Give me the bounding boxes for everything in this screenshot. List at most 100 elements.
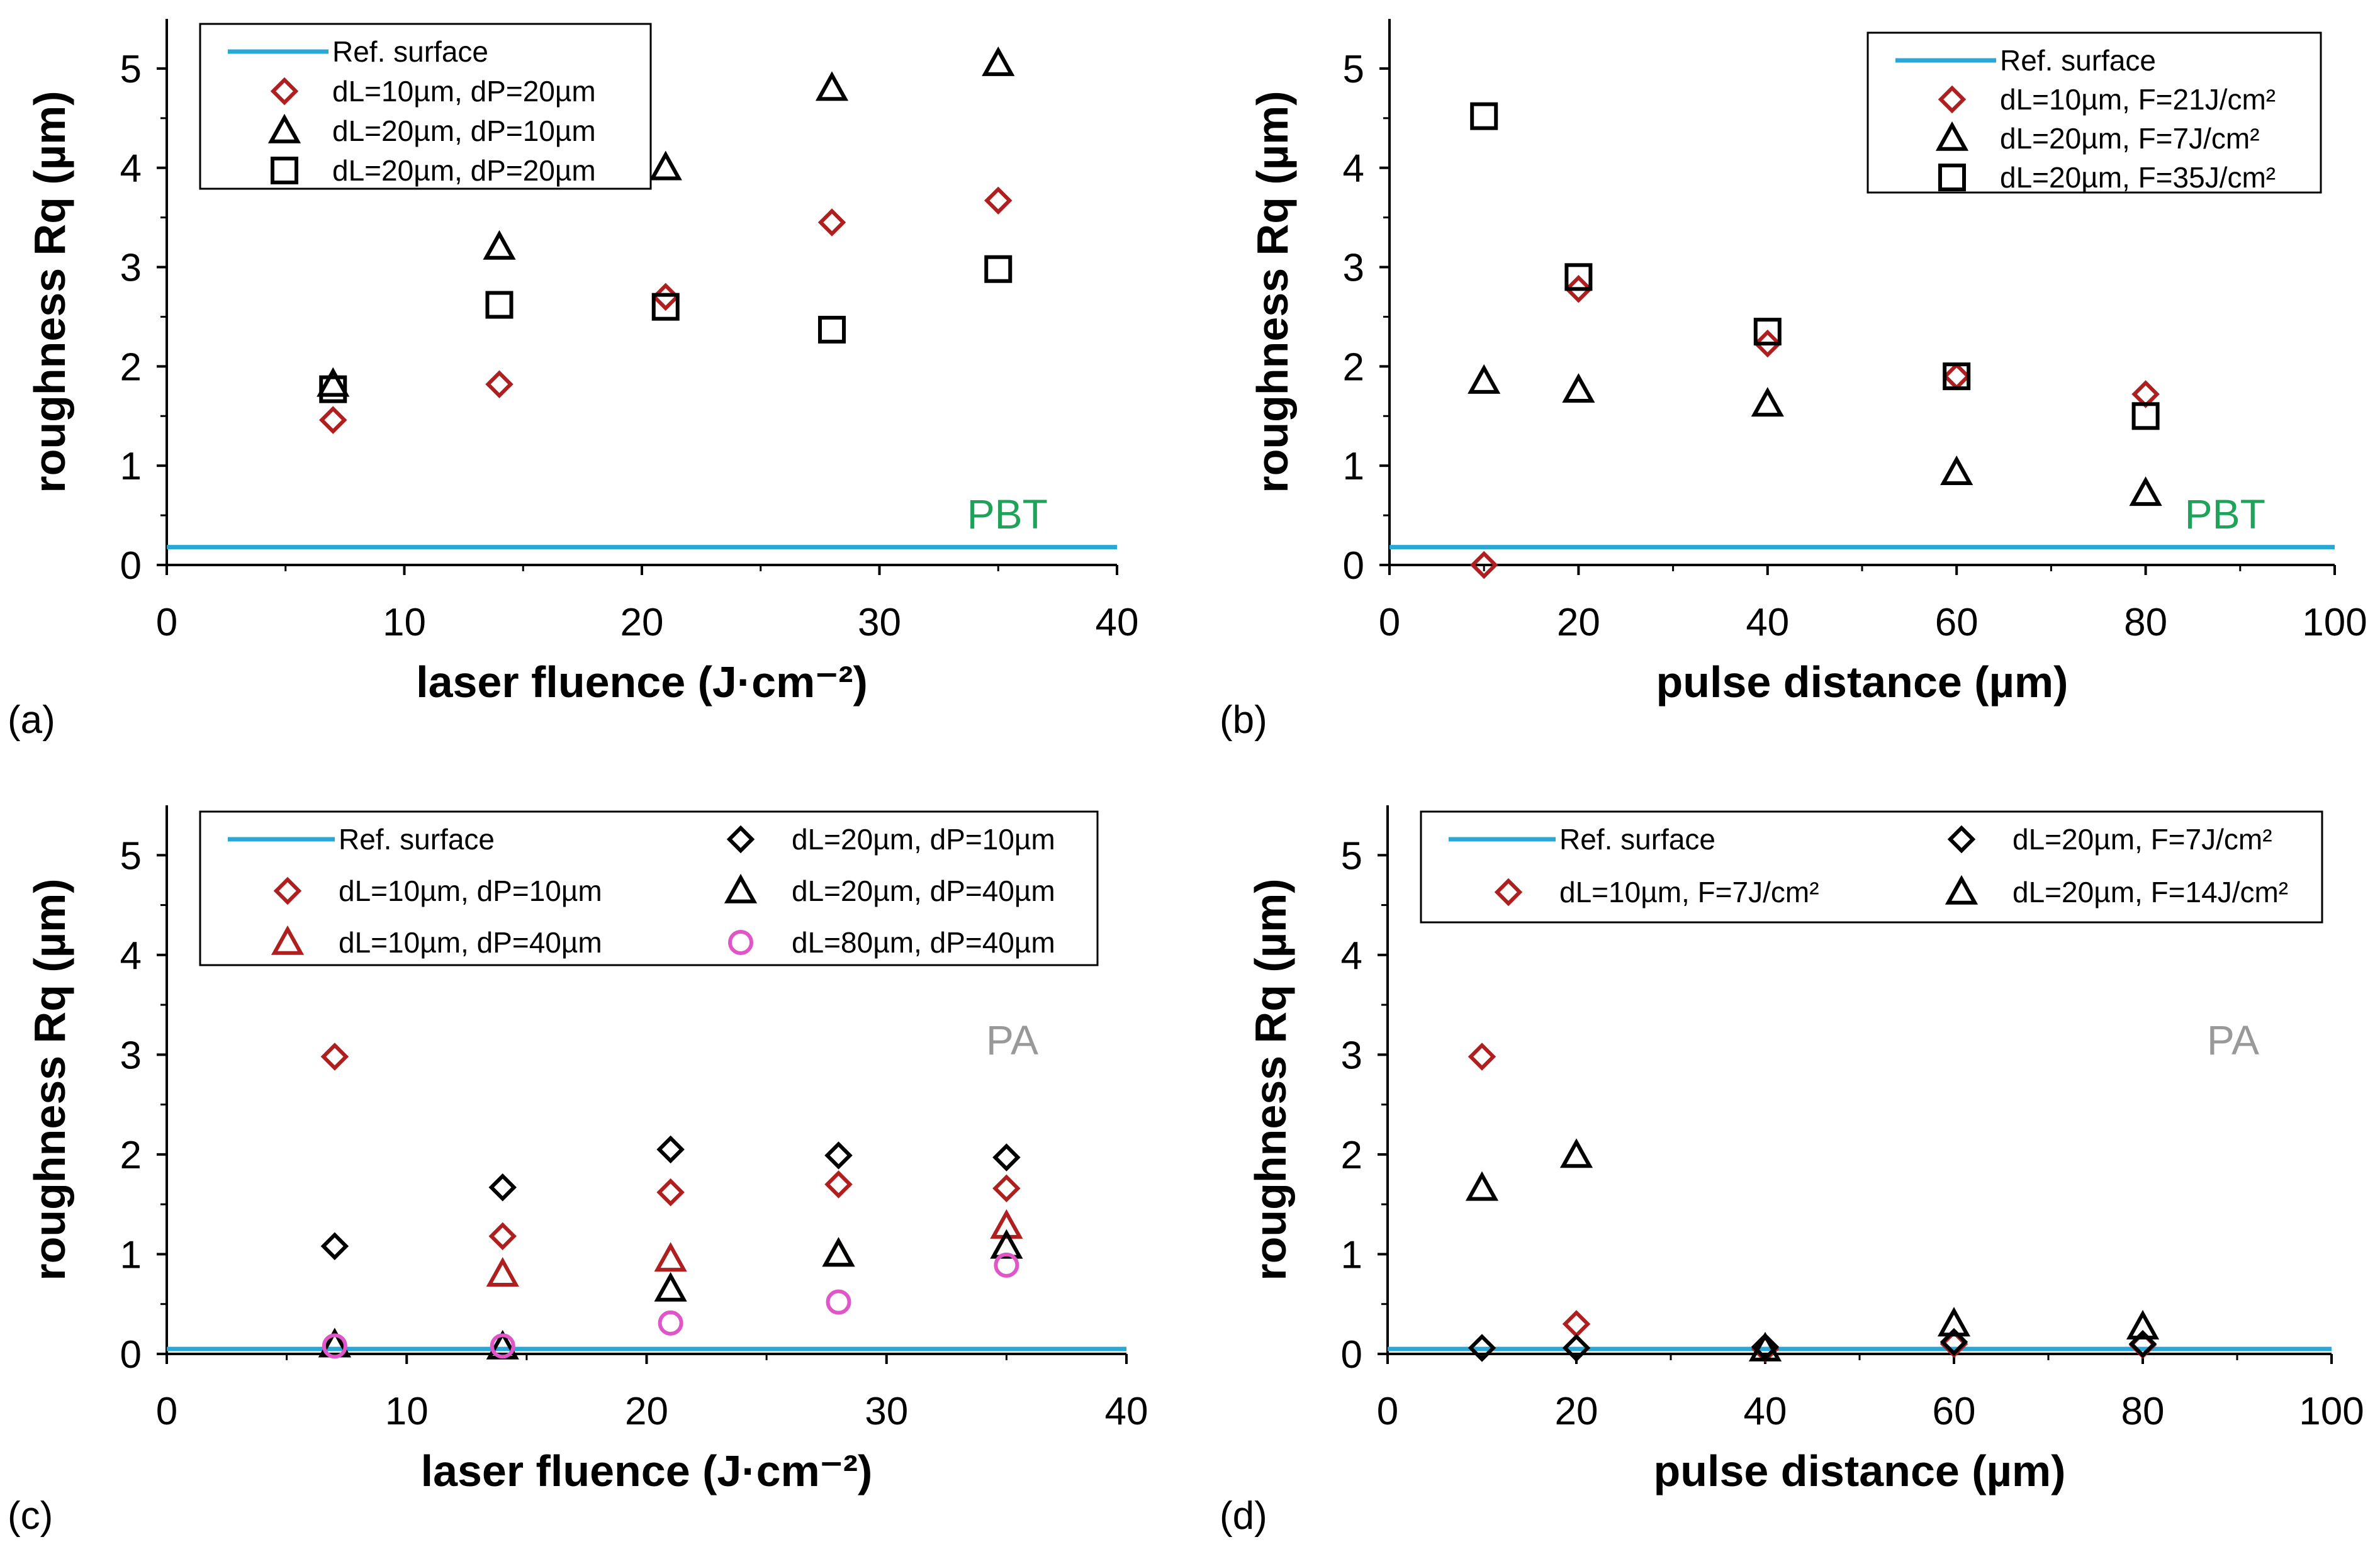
legend-marker [1938,85,1967,114]
data-point [1751,387,1784,417]
y-axis-title: roughness Rq (µm) [1248,91,1297,493]
y-tick-label: 0 [120,1333,142,1377]
legend-label: dL=10µm, dP=10µm [339,875,602,907]
panel-b: 0 1 2 3 4 5 0 20 40 60 80 100 pulse distance (µm) rou… [1220,19,2367,742]
data-point [2129,476,2162,506]
data-point [488,1173,517,1202]
legend-marker [270,77,299,106]
y-axis-title: roughness Rq (µm) [25,91,74,493]
data-point [1940,456,1973,486]
x-axis-title: laser fluence (J·cm⁻²) [416,657,868,707]
y-tick-label: 2 [120,345,142,389]
x-tick-label: 80 [2121,1390,2165,1433]
y-tick-label: 0 [1343,544,1364,588]
data-point [1469,551,1498,579]
legend-label: dL=10µm, F=21J/cm² [2000,83,2276,116]
x-tick-label: 20 [1555,1390,1598,1433]
legend-marker [1945,875,1979,905]
x-axis-title: pulse distance (µm) [1654,1446,2066,1495]
data-point [1465,1171,1499,1201]
data-point [824,1141,853,1170]
data-point [654,1272,687,1302]
legend-marker [724,873,758,903]
y-tick-label: 3 [120,247,142,290]
x-tick-label: 20 [620,601,664,644]
legend-marker [267,113,301,143]
y-tick-label: 4 [120,147,142,191]
x-tick-label: 30 [865,1390,908,1433]
data-point [490,1333,515,1359]
y-tick-label: 1 [120,445,142,488]
x-tick-label: 40 [1105,1390,1148,1433]
legend-marker [726,825,755,854]
data-point [822,1237,855,1267]
x-tick-label: 0 [1377,1390,1398,1433]
legend-label: dL=20µm, dP=10µm [792,823,1055,856]
data-point [824,1170,853,1199]
x-tick-label: 60 [1935,601,1979,644]
y-tick-label: 4 [120,934,142,978]
material-label: PA [986,1017,1038,1063]
data-point [1753,318,1782,346]
y-tick-label: 5 [120,834,142,878]
data-point [322,1333,347,1359]
data-point [1748,1331,1782,1361]
legend-marker [1947,825,1976,854]
data-point [1468,364,1501,394]
data-point [320,1232,349,1261]
data-point [984,255,1013,283]
y-tick-label: 5 [120,48,142,91]
legend-label: dL=20µm, F=35J/cm² [2000,161,2276,194]
panel-label: (a) [8,698,55,742]
y-tick-label: 0 [1341,1333,1362,1377]
y-tick-label: 3 [1341,1034,1362,1077]
legend-marker [271,925,305,955]
data-point [826,1289,851,1315]
panel-label: (c) [8,1494,53,1538]
data-point [1753,329,1782,358]
data-point [1564,263,1593,291]
data-point [1562,1334,1591,1362]
legend-label: dL=20µm, dP=40µm [792,875,1055,907]
legend-marker [1938,164,1966,191]
y-tick-label: 5 [1341,834,1362,878]
legend-label: dL=80µm, dP=40µm [792,926,1055,959]
data-point [319,406,347,434]
y-axis-title: roughness Rq (µm) [1246,878,1295,1280]
legend: Ref. surface dL=10µm, dP=20µm dL=20µm, dP=… [199,23,652,190]
data-point [649,150,682,181]
data-point [815,71,849,101]
y-tick-label: 1 [1343,445,1364,488]
data-point [319,375,347,403]
data-point [1470,102,1498,130]
panel-a: 0 1 2 3 4 5 0 10 20 30 40 laser fluence (J·cm⁻²) rou… [8,19,1138,742]
data-point [1559,1138,1593,1168]
x-tick-label: 60 [1933,1390,1976,1433]
y-tick-label: 2 [1341,1134,1362,1177]
data-point [486,1256,519,1287]
series-4 [322,1252,1019,1359]
x-tick-label: 40 [1096,601,1139,644]
data-point [656,1178,685,1207]
data-point [1468,1334,1496,1362]
data-point [1468,1043,1496,1071]
x-tick-label: 40 [1746,601,1789,644]
series-0 [320,1043,1021,1251]
data-point [1939,1328,1968,1356]
legend-label: dL=20µm, F=7J/cm² [2000,122,2260,155]
x-tick-label: 30 [858,601,901,644]
data-point [483,230,516,260]
data-point [658,1310,683,1336]
x-tick-label: 80 [2124,601,2167,644]
data-point [2126,1310,2160,1339]
y-tick-label: 4 [1341,934,1362,978]
data-point [818,315,846,344]
x-tick-label: 20 [1557,601,1600,644]
x-tick-label: 0 [156,601,177,644]
x-tick-label: 10 [383,601,426,644]
legend-marker [728,930,753,955]
y-tick-label: 4 [1343,147,1364,191]
data-point [485,370,514,399]
data-point [2131,402,2160,430]
